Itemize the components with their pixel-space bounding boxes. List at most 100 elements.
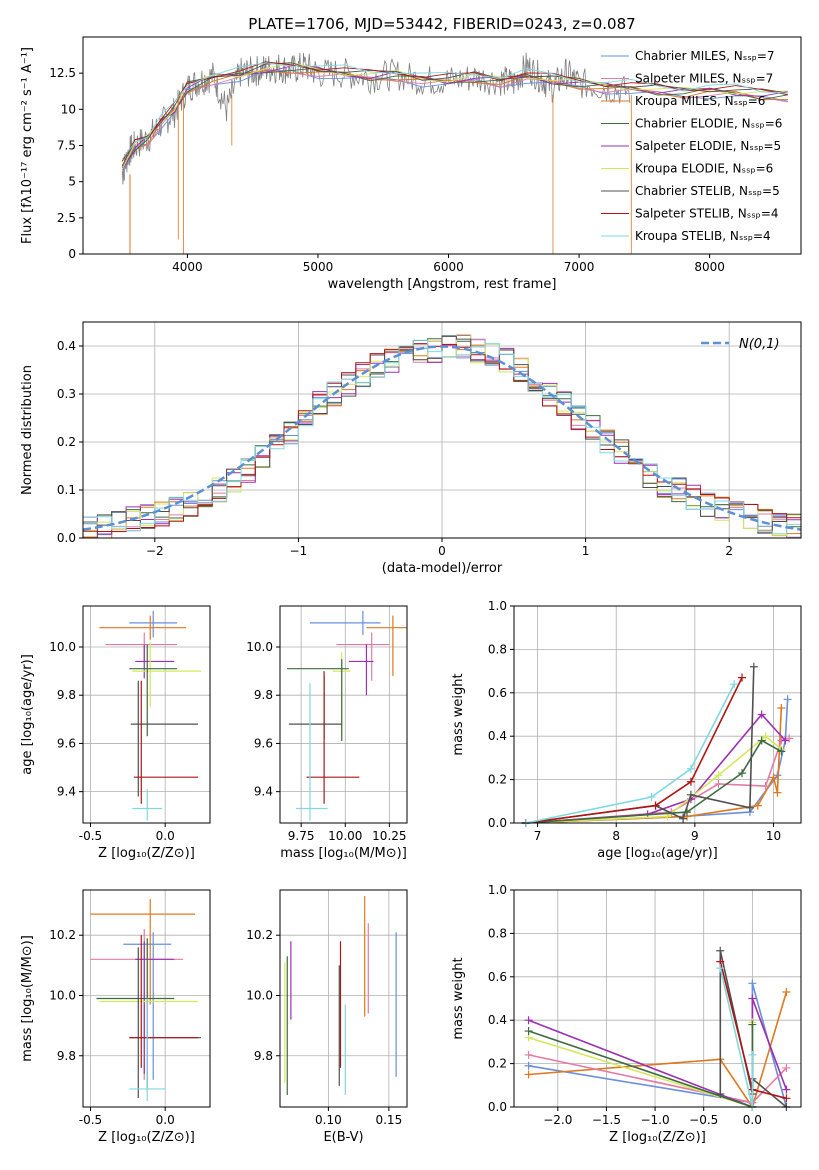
y-tick-label: 1.0 (488, 883, 507, 897)
x-axis-label: E(B-V) (323, 1130, 363, 1145)
weight-line (528, 1054, 787, 1104)
chart-title: PLATE=1706, MJD=53442, FIBERID=0243, z=0… (248, 15, 635, 33)
data-marker (679, 814, 688, 823)
panel-residuals: −2 −1 0 1 2 0.0 0.1 0.2 0.3 0.4 (data-model)/error… (20, 321, 802, 576)
data-marker (686, 777, 695, 786)
legend-label: Salpeter MILES, Nₛₛₚ=7 (635, 72, 773, 86)
data-marker (782, 1063, 791, 1072)
data-marker (761, 732, 770, 741)
y-tick-label: 0.8 (488, 926, 507, 940)
errorbar-area (90, 899, 202, 1101)
model-spectrum (121, 62, 788, 170)
data-marker (782, 987, 791, 996)
x-tick-label: 10.00 (328, 829, 362, 843)
grid-lines (280, 606, 407, 823)
data-marker (716, 1089, 725, 1098)
panel-spectrum: PLATE=1706, MJD=53442, FIBERID=0243, z=0… (20, 15, 802, 292)
data-marker (777, 703, 786, 712)
y-tick-label: 0.8 (488, 642, 507, 656)
data-marker (647, 792, 656, 801)
data-marker (748, 1020, 757, 1029)
axes-frame (513, 889, 802, 1108)
legend-label: Kroupa MILES, Nₛₛₚ=6 (635, 94, 765, 108)
panel-mass-vs-Z: -0.5 0.0 9.8 10.0 10.2 Z [log₁₀(Z/Z⊙)] mass [l… (20, 889, 211, 1145)
y-tick-label: 12.5 (49, 66, 76, 80)
x-tick-label: −0.5 (689, 1113, 718, 1127)
x-tick-label: 8 (612, 829, 620, 843)
x-tick-label: −1 (290, 544, 308, 558)
x-tick-label: 8000 (694, 260, 725, 274)
data-marker (524, 1050, 533, 1059)
data-marker (757, 710, 766, 719)
data-marker (730, 680, 739, 689)
errorbar-area (284, 896, 397, 1095)
x-tick-label: 0.10 (315, 1113, 342, 1127)
data-marker (716, 946, 725, 955)
y-tick-label: 0.6 (488, 970, 507, 984)
data-marker (773, 788, 782, 797)
axes-frame (513, 605, 802, 824)
panel-age-vs-Z: -0.5 0.0 9.4 9.6 9.8 10.0 Z [log₁₀(Z/Z⊙)] age [… (20, 605, 211, 861)
y-tick-label: 1.0 (488, 599, 507, 613)
x-axis-label: age [log₁₀(age/yr)] (597, 846, 718, 861)
data-marker (714, 771, 723, 780)
axes-frame (279, 889, 408, 1108)
spectrum-plot-area (121, 52, 788, 254)
y-tick-label: 2.5 (57, 211, 76, 225)
data-marker (714, 779, 723, 788)
legend-label: Chabrier ELODIE, Nₛₛₚ=6 (635, 117, 782, 131)
x-axis-label: (data-model)/error (382, 561, 503, 576)
x-tick-label: 9 (691, 829, 699, 843)
x-tick-label: 10.25 (372, 829, 406, 843)
errorbar-area (99, 610, 202, 821)
y-tick-label: 10.0 (49, 640, 76, 654)
data-marker (524, 1061, 533, 1070)
y-tick-label: 10 (61, 102, 76, 116)
data-marker (783, 695, 792, 704)
histogram-series (83, 339, 801, 535)
x-tick-label: 0 (438, 544, 446, 558)
axes-frame (82, 605, 211, 824)
axes-frame (82, 321, 802, 539)
y-tick-label: 0 (68, 247, 76, 261)
x-tick-label: 6000 (433, 260, 464, 274)
panel-weight-vs-age: 7 8 9 10 0.0 0.2 0.4 0.6 0.8 1.0 age [log₁₀(age/yr… (451, 599, 802, 861)
y-tick-label: 10.2 (49, 928, 76, 942)
x-axis-label: mass [log₁₀(M/M⊙)] (280, 846, 407, 861)
data-marker (682, 808, 691, 817)
legend: Chabrier MILES, Nₛₛₚ=7 Salpeter MILES, Nₛ… (601, 49, 782, 243)
y-tick-label: 10.2 (246, 928, 273, 942)
x-tick-label: -0.5 (79, 1113, 102, 1127)
y-tick-label: 9.4 (254, 785, 273, 799)
y-tick-label: 10.0 (246, 988, 273, 1002)
x-tick-label: 0.15 (375, 1113, 402, 1127)
model-spectrum (121, 61, 788, 162)
data-marker (745, 803, 754, 812)
data-marker (748, 994, 757, 1003)
data-marker (781, 736, 790, 745)
legend-label: Salpeter ELODIE, Nₛₛₚ=5 (635, 139, 781, 153)
x-tick-label: −1.0 (640, 1113, 669, 1127)
x-tick-label: 5000 (303, 260, 334, 274)
y-tick-label: 0.4 (488, 729, 507, 743)
axes-frame (82, 889, 211, 1108)
data-marker (524, 1016, 533, 1025)
y-tick-label: 9.8 (57, 688, 76, 702)
y-tick-label: 9.4 (57, 785, 76, 799)
x-tick-label: 7000 (564, 260, 595, 274)
axes-frame (279, 605, 408, 824)
x-tick-label: 0.0 (743, 1113, 762, 1127)
x-tick-label: 10 (766, 829, 781, 843)
legend-label: Kroupa ELODIE, Nₛₛₚ=6 (635, 162, 773, 176)
data-marker (749, 662, 758, 671)
y-tick-label: 9.6 (254, 736, 273, 750)
y-tick-label: 0.0 (488, 1100, 507, 1114)
y-tick-label: 0.6 (488, 686, 507, 700)
x-tick-label: -0.5 (79, 829, 102, 843)
x-tick-label: 0.0 (156, 1113, 175, 1127)
y-axis-label: Normed distribution (20, 365, 35, 495)
weight-line (525, 677, 743, 824)
weight-line (719, 950, 787, 1108)
y-tick-label: 9.8 (57, 1049, 76, 1063)
normal-curve (82, 345, 802, 531)
